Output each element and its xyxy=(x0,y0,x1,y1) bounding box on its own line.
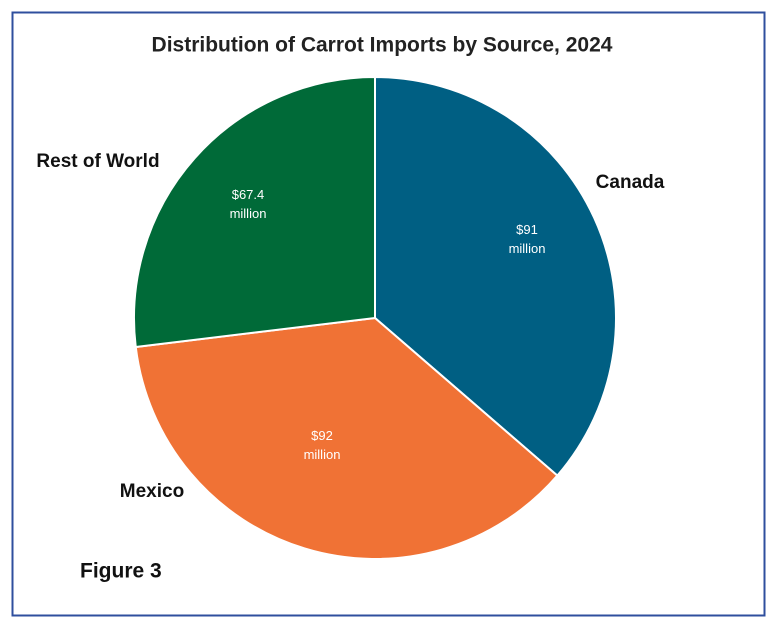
annotation: Figure 3 xyxy=(80,560,162,583)
slice-label: Rest of World xyxy=(36,151,159,172)
value-label: $67.4 million xyxy=(230,187,267,221)
slice-label: Mexico xyxy=(120,481,184,502)
value-label: $92 million xyxy=(304,428,341,462)
value-label: $91 million xyxy=(509,222,546,256)
pie-slice xyxy=(134,316,559,560)
slice-label: Canada xyxy=(596,172,665,193)
pie-slice xyxy=(374,75,617,477)
chart-title: Distribution of Carrot Imports by Source… xyxy=(152,34,613,57)
pie-slice xyxy=(133,75,376,349)
